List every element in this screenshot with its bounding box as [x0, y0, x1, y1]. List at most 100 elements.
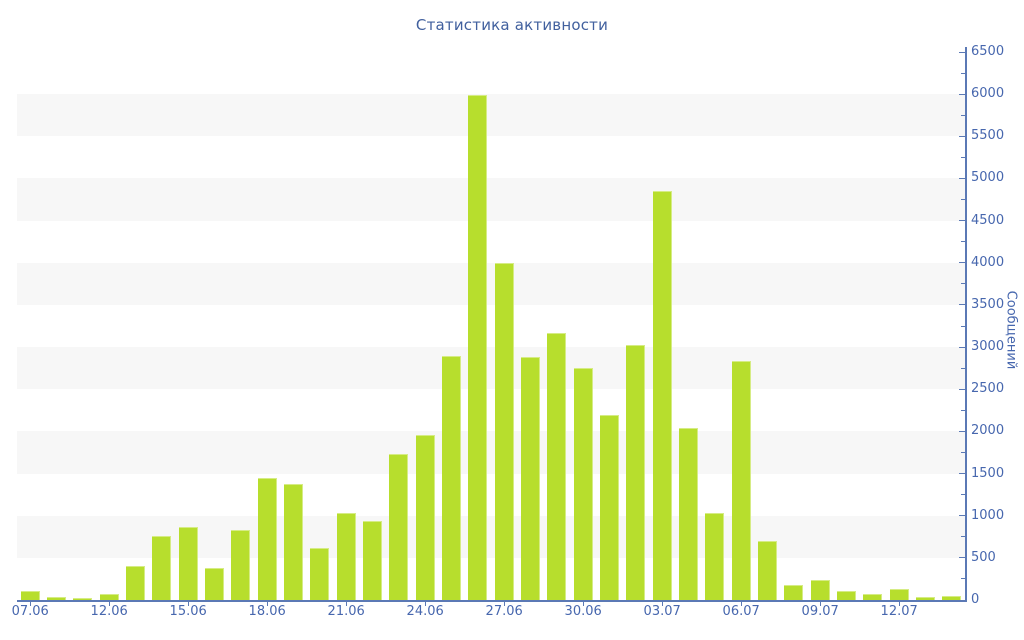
y-axis-tick	[959, 599, 965, 601]
y-axis-tick	[961, 494, 965, 496]
y-axis-tick	[961, 578, 965, 580]
bar[interactable]	[784, 585, 804, 600]
bar[interactable]	[231, 530, 251, 600]
bar[interactable]	[73, 598, 93, 600]
y-axis-tick-label: 6500	[971, 44, 1005, 59]
y-axis-tick-label: 1000	[971, 507, 1005, 523]
bar[interactable]	[468, 95, 488, 600]
x-axis-tick	[582, 602, 584, 606]
x-axis-tick-label: 06.07	[722, 604, 760, 619]
bar[interactable]	[389, 454, 409, 600]
y-axis-tick	[959, 430, 965, 432]
x-axis-tick-label: 12.07	[880, 604, 918, 619]
x-axis-tick-label: 12.06	[90, 604, 128, 619]
plot-band	[17, 431, 965, 474]
y-axis-tick	[959, 346, 965, 348]
bar[interactable]	[731, 360, 751, 600]
chart-title: Статистика активности	[415, 16, 609, 34]
y-axis-tick	[961, 367, 965, 369]
y-axis-tick	[961, 72, 965, 74]
bar[interactable]	[178, 527, 198, 600]
x-axis-tick-label: 30.06	[564, 604, 602, 619]
x-axis-tick	[187, 602, 189, 606]
plot-band	[17, 347, 965, 390]
y-axis-tick	[959, 388, 965, 390]
x-axis-tick-label: 21.06	[327, 604, 365, 619]
x-axis-tick	[266, 602, 268, 606]
bar[interactable]	[942, 595, 962, 600]
bar[interactable]	[573, 367, 593, 600]
bar[interactable]	[99, 594, 119, 600]
y-axis-tick	[961, 199, 965, 201]
x-axis-tick	[108, 602, 110, 606]
y-axis-line	[965, 47, 967, 602]
bar[interactable]	[758, 540, 777, 600]
x-axis-tick-label: 09.07	[801, 604, 839, 619]
bar[interactable]	[810, 580, 830, 600]
bar[interactable]	[257, 477, 277, 600]
y-axis-tick	[961, 536, 965, 538]
bar[interactable]	[679, 428, 698, 600]
bar[interactable]	[336, 512, 356, 600]
bar[interactable]	[152, 535, 172, 600]
bar[interactable]	[494, 262, 514, 600]
y-axis-tick-label: 6000	[971, 86, 1005, 102]
y-axis-tick-label: 4000	[971, 254, 1005, 270]
bar[interactable]	[916, 596, 935, 600]
bar[interactable]	[126, 566, 145, 600]
y-axis-tick	[959, 262, 965, 264]
x-axis-line	[17, 600, 967, 602]
y-axis-tick-label: 500	[971, 549, 996, 565]
y-axis-tick	[959, 304, 965, 306]
bar[interactable]	[705, 512, 725, 600]
bar[interactable]	[20, 590, 40, 600]
bar[interactable]	[521, 357, 540, 600]
x-axis-tick	[503, 602, 505, 606]
bar[interactable]	[47, 597, 66, 600]
x-axis-tick-label: 03.07	[643, 604, 681, 619]
bar[interactable]	[600, 414, 619, 600]
bar[interactable]	[652, 191, 672, 600]
x-axis-tick	[819, 602, 821, 606]
y-axis-tick-label: 4500	[971, 212, 1005, 228]
bar[interactable]	[547, 332, 567, 600]
y-axis-tick	[959, 135, 965, 137]
y-axis-tick-label: 5500	[971, 128, 1005, 144]
bar[interactable]	[837, 590, 856, 600]
plot-band	[17, 94, 965, 137]
y-axis-tick-label: 2000	[971, 423, 1005, 439]
bar[interactable]	[626, 344, 646, 600]
y-axis-tick	[959, 515, 965, 517]
bar[interactable]	[442, 355, 461, 600]
x-axis-tick	[29, 602, 31, 606]
bar[interactable]	[205, 567, 224, 600]
y-axis-tick-label: 3000	[971, 339, 1005, 355]
x-axis-tick	[740, 602, 742, 606]
plot-band	[17, 262, 965, 305]
y-axis-tick	[961, 283, 965, 285]
x-axis-tick-label: 15.06	[169, 604, 207, 619]
y-axis-tick	[961, 409, 965, 411]
y-axis-title: Сообщений	[1003, 290, 1019, 370]
y-axis-tick	[961, 451, 965, 453]
y-axis-tick	[961, 114, 965, 116]
bar[interactable]	[889, 589, 909, 600]
y-axis-tick	[959, 93, 965, 95]
bar[interactable]	[415, 435, 435, 600]
y-axis-tick	[961, 156, 965, 158]
y-axis-tick-label: 5000	[971, 170, 1005, 186]
y-axis-tick-label: 1500	[971, 465, 1005, 481]
y-axis-tick-label: 2500	[971, 381, 1005, 397]
x-axis-tick-label: 24.06	[406, 604, 444, 619]
bar[interactable]	[284, 484, 303, 600]
bar[interactable]	[363, 521, 382, 600]
plot-band	[17, 515, 965, 558]
x-axis-tick-label: 18.06	[248, 604, 286, 619]
y-axis-tick	[961, 241, 965, 243]
bar[interactable]	[310, 548, 330, 600]
y-axis-tick-label: 0	[971, 592, 980, 607]
y-axis-tick	[959, 220, 965, 222]
bar[interactable]	[863, 594, 883, 600]
